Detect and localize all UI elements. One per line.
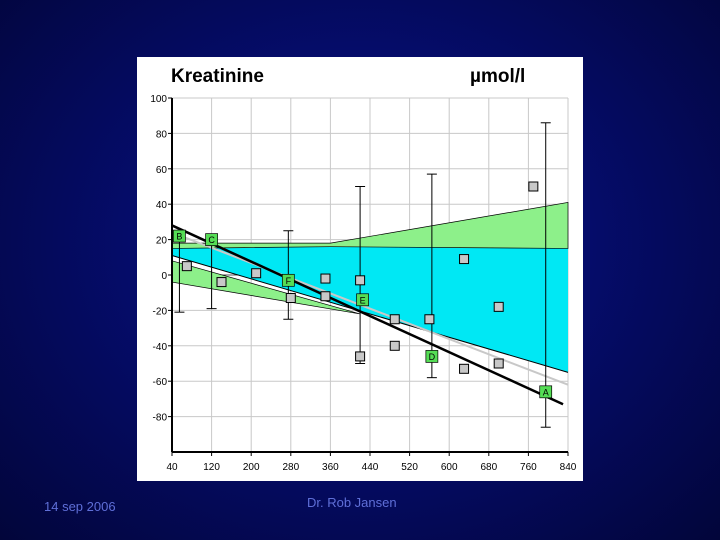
group-label-box <box>173 229 186 243</box>
x-tick-label: 280 <box>282 462 299 473</box>
y-tick-label: 60 <box>156 165 168 176</box>
data-point <box>493 358 504 369</box>
y-tick-label: -80 <box>153 413 168 424</box>
group-label-box <box>539 385 553 399</box>
y-tick-label: 20 <box>156 236 168 247</box>
data-point <box>528 181 539 192</box>
data-point <box>355 351 366 362</box>
x-tick-label: 120 <box>203 462 220 473</box>
y-tick-label: -60 <box>153 377 168 388</box>
y-tick-label: -40 <box>153 342 168 353</box>
group-label-box <box>425 350 439 363</box>
y-tick-label: -20 <box>153 306 168 317</box>
x-tick-label: 600 <box>441 462 458 473</box>
data-point <box>389 314 400 325</box>
kreatinine-chart: Kreatinine µmol/l 40 120 200 280 360 440 520 60… <box>150 66 577 473</box>
y-tick-label: 100 <box>150 94 167 105</box>
data-point <box>320 291 331 302</box>
x-tick-label: 40 <box>166 462 178 473</box>
group-label-box <box>281 273 295 287</box>
data-point <box>285 293 296 304</box>
x-tick-label: 680 <box>480 462 497 473</box>
chart-unit: µmol/l <box>470 66 525 87</box>
group-label-box <box>356 293 369 307</box>
data-point <box>320 273 331 284</box>
x-tick-label: 760 <box>520 462 537 473</box>
data-point <box>355 275 366 286</box>
data-point <box>459 363 470 374</box>
footer-author: Dr. Rob Jansen <box>307 495 397 510</box>
chart-card: Kreatinine µmol/l 40 120 200 280 360 440 520 60… <box>137 57 583 481</box>
group-label: D <box>429 352 436 362</box>
footer-date: 14 sep 2006 <box>44 499 116 514</box>
y-tick-label: 80 <box>156 129 168 140</box>
data-point <box>493 301 504 312</box>
x-tick-label: 440 <box>362 462 379 473</box>
y-tick-label: 40 <box>156 200 168 211</box>
data-point <box>251 268 262 279</box>
group-label: F <box>286 276 292 286</box>
x-tick-label: 360 <box>322 462 339 473</box>
group-label: E <box>360 295 366 305</box>
x-tick-label: 840 <box>560 462 577 473</box>
group-label: C <box>208 235 215 245</box>
cyan-band-edge <box>171 255 569 373</box>
group-label-box <box>205 233 218 246</box>
group-label: B <box>176 232 182 242</box>
x-tick-label: 200 <box>243 462 260 473</box>
data-point <box>389 340 400 351</box>
data-point <box>216 277 227 288</box>
y-tick-label: 0 <box>161 271 167 282</box>
group-label: A <box>543 387 549 397</box>
data-point <box>181 261 192 272</box>
x-tick-label: 520 <box>401 462 418 473</box>
data-point <box>424 314 435 325</box>
regression-line <box>171 224 564 406</box>
chart-title: Kreatinine <box>171 66 264 87</box>
data-point <box>459 254 470 265</box>
